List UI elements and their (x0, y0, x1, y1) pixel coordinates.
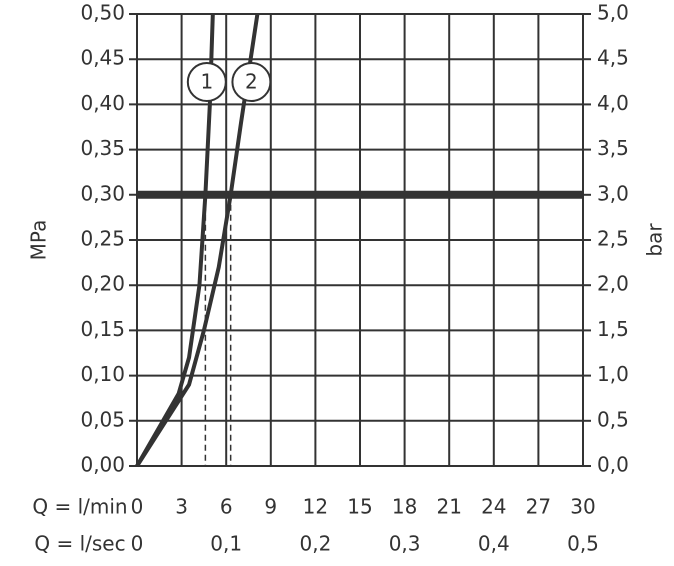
y-tick-label: 0,40 (80, 91, 125, 115)
y2-tick-label: 2,5 (597, 227, 629, 251)
x2-tick-label: 0,3 (389, 532, 421, 556)
y-tick-label: 0,25 (80, 227, 125, 251)
y2-tick-label: 4,0 (597, 91, 629, 115)
y2-tick-label: 1,0 (597, 362, 629, 386)
x-tick-label: 15 (347, 495, 372, 519)
x-tick-label: 24 (481, 495, 506, 519)
y2-tick-label: 1,5 (597, 317, 629, 341)
x-tick-label: 3 (175, 495, 188, 519)
x2-tick-label: 0,1 (210, 532, 242, 556)
x-tick-label: 30 (570, 495, 595, 519)
y-tick-label: 0,10 (80, 362, 125, 386)
y-tick-label: 0,30 (80, 181, 125, 205)
y2-tick-label: 3,5 (597, 136, 629, 160)
y2-tick-label: 5,0 (597, 1, 629, 25)
x2-tick-label: 0 (131, 532, 144, 556)
y2-tick-label: 3,0 (597, 181, 629, 205)
y-axis-label: MPa (27, 220, 51, 261)
y-tick-label: 0,20 (80, 272, 125, 296)
y-tick-label: 0,05 (80, 407, 125, 431)
curve-label: 1 (200, 70, 213, 94)
y-tick-label: 0,15 (80, 317, 125, 341)
x-tick-label: 6 (220, 495, 233, 519)
x-tick-label: 27 (526, 495, 551, 519)
y2-tick-label: 0,0 (597, 453, 629, 477)
x-tick-label: 12 (303, 495, 328, 519)
y-tick-label: 0,35 (80, 136, 125, 160)
x-tick-label: 9 (264, 495, 277, 519)
y-tick-label: 0,00 (80, 453, 125, 477)
x-tick-label: 0 (131, 495, 144, 519)
y-tick-label: 0,50 (80, 1, 125, 25)
x2-tick-label: 0,2 (299, 532, 331, 556)
y-tick-label: 0,45 (80, 46, 125, 70)
curve-label-circle (186, 62, 227, 102)
curve (135, 13, 215, 467)
x-tick-label: 21 (436, 495, 461, 519)
x2-tick-label: 0,4 (478, 532, 510, 556)
curve-label-circle (231, 62, 272, 102)
x-tick-label: 18 (392, 495, 417, 519)
x2-axis-label: Q = l/sec (34, 532, 125, 556)
x-axis-label: Q = l/min (32, 495, 127, 519)
x2-tick-label: 0,5 (567, 532, 599, 556)
y2-tick-label: 4,5 (597, 46, 629, 70)
y2-axis-label: bar (643, 223, 667, 257)
y2-tick-label: 0,5 (597, 407, 629, 431)
curve (135, 13, 260, 468)
y2-tick-label: 2,0 (597, 272, 629, 296)
curve-label: 2 (245, 70, 258, 94)
